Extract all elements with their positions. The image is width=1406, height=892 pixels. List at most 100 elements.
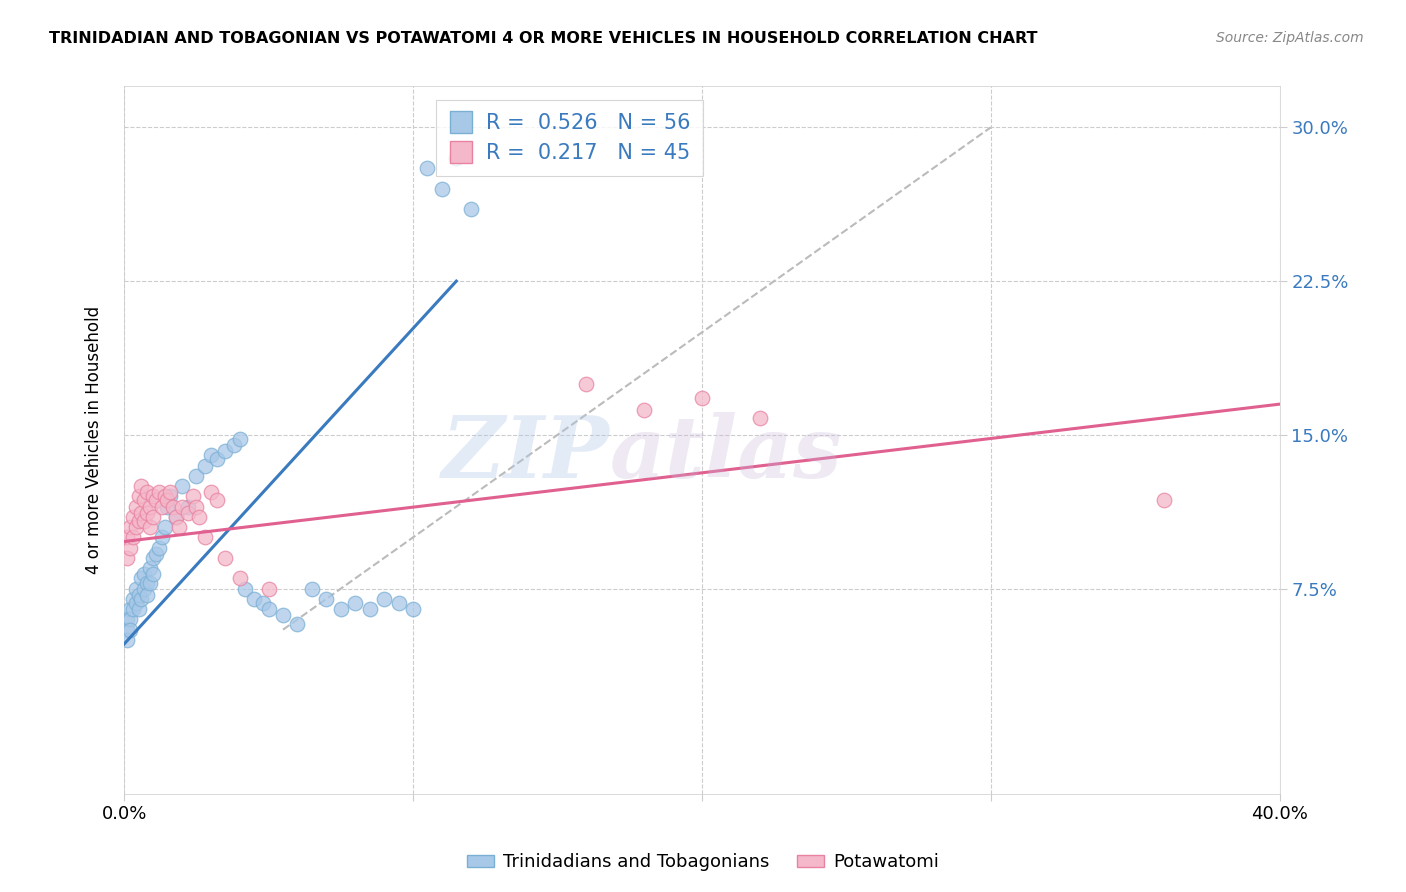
Point (150, 500, 173, 514)
Point (118, 520, 141, 534)
Point (387, 596, 409, 610)
Point (748, 411, 770, 425)
Point (690, 391, 713, 405)
Point (416, 161, 439, 176)
Point (162, 500, 184, 514)
Point (118, 541, 141, 555)
Point (373, 591, 395, 606)
Point (139, 575, 162, 590)
Point (118, 623, 141, 637)
Point (139, 520, 162, 534)
Point (205, 452, 228, 467)
Point (145, 493, 167, 508)
Point (125, 582, 148, 596)
Point (153, 489, 176, 503)
Point (170, 500, 193, 514)
Point (115, 530, 138, 544)
Point (170, 479, 193, 493)
Point (228, 432, 250, 446)
Point (271, 608, 294, 623)
Point (136, 588, 159, 602)
Point (228, 571, 250, 585)
Point (136, 485, 159, 500)
Text: ZIP: ZIP (441, 412, 609, 496)
Text: Source: ZipAtlas.com: Source: ZipAtlas.com (1216, 31, 1364, 45)
Point (194, 458, 217, 473)
Point (115, 550, 138, 565)
Legend: R =  0.526   N = 56, R =  0.217   N = 45: R = 0.526 N = 56, R = 0.217 N = 45 (436, 100, 703, 176)
Point (121, 602, 143, 616)
Point (115, 623, 138, 637)
Point (134, 582, 156, 596)
Point (165, 509, 187, 524)
Point (121, 530, 143, 544)
Point (142, 489, 165, 503)
Point (165, 509, 187, 524)
Point (183, 489, 205, 503)
Y-axis label: 4 or more Vehicles in Household: 4 or more Vehicles in Household (86, 306, 103, 574)
Point (200, 449, 222, 463)
Point (134, 493, 156, 508)
Point (301, 582, 323, 596)
Point (159, 489, 181, 503)
Point (121, 591, 143, 606)
Point (243, 591, 266, 606)
Point (125, 520, 148, 534)
Point (142, 509, 165, 524)
Point (148, 541, 170, 555)
Point (460, 202, 482, 217)
Point (118, 612, 141, 626)
Point (214, 444, 236, 458)
Point (128, 602, 150, 616)
Point (159, 485, 181, 500)
Point (131, 479, 153, 493)
Point (186, 500, 208, 514)
Point (186, 469, 208, 483)
Point (131, 591, 153, 606)
Point (134, 514, 156, 528)
Point (139, 561, 162, 575)
Point (252, 596, 274, 610)
Point (148, 485, 170, 500)
Point (402, 602, 425, 616)
Point (136, 575, 159, 590)
Point (145, 547, 167, 561)
Point (287, 616, 309, 631)
Point (446, 151, 468, 165)
Point (115, 612, 138, 626)
Point (115, 632, 138, 647)
Point (118, 602, 141, 616)
Point (575, 376, 598, 391)
Point (150, 530, 173, 544)
Text: TRINIDADIAN AND TOBAGONIAN VS POTAWATOMI 4 OR MORE VEHICLES IN HOUSEHOLD CORRELA: TRINIDADIAN AND TOBAGONIAN VS POTAWATOMI… (49, 31, 1038, 46)
Point (257, 602, 280, 616)
Point (128, 489, 150, 503)
Point (176, 500, 198, 514)
Point (633, 403, 655, 417)
Point (131, 506, 153, 520)
Point (128, 588, 150, 602)
Point (142, 550, 165, 565)
Point (205, 493, 228, 508)
Point (176, 506, 198, 520)
Point (125, 596, 148, 610)
Point (359, 602, 381, 616)
Point (156, 493, 179, 508)
Point (188, 509, 211, 524)
Point (200, 485, 222, 500)
Point (131, 571, 153, 585)
Point (167, 520, 190, 534)
Point (329, 602, 352, 616)
Point (136, 506, 159, 520)
Text: atlas: atlas (609, 412, 842, 496)
Point (153, 520, 176, 534)
Point (194, 530, 217, 544)
Point (156, 500, 179, 514)
Point (134, 567, 156, 582)
Point (430, 182, 453, 196)
Point (125, 500, 148, 514)
Point (344, 596, 367, 610)
Point (1153, 493, 1175, 508)
Point (235, 582, 257, 596)
Legend: Trinidadians and Tobagonians, Potawatomi: Trinidadians and Tobagonians, Potawatomi (460, 847, 946, 879)
